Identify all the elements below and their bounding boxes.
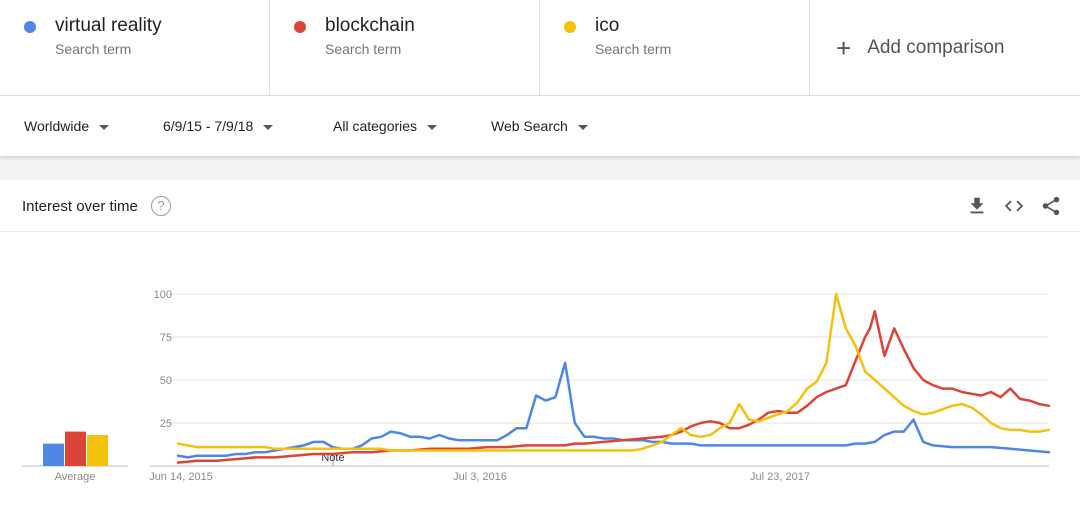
plus-icon: + — [836, 32, 852, 63]
series-line-virtual-reality — [176, 361, 1051, 459]
average-bar — [43, 443, 64, 466]
search-term-subtitle: Search term — [325, 41, 402, 57]
series-line-ico — [176, 292, 1051, 452]
y-tick-label: 50 — [160, 375, 172, 387]
date-range-value: 6/9/15 - 7/9/18 — [163, 118, 254, 134]
chevron-down-icon — [577, 124, 588, 130]
search-term-name: ico — [595, 15, 620, 36]
y-tick-label: 75 — [160, 332, 172, 344]
add-comparison-label: Add comparison — [867, 36, 1005, 58]
search-term-subtitle: Search term — [55, 41, 132, 57]
average-bar — [87, 435, 108, 466]
y-tick-label: 25 — [160, 418, 172, 430]
search-type-dropdown[interactable]: Web Search — [491, 118, 588, 134]
chevron-down-icon — [99, 124, 110, 130]
average-label: Average — [55, 471, 96, 483]
series-color-dot — [564, 21, 576, 33]
category-value: All categories — [333, 118, 418, 134]
x-tick-label: Jul 23, 2017 — [750, 471, 810, 483]
search-terms-bar: virtual reality Search term blockchain S… — [0, 0, 1080, 96]
average-bar — [65, 431, 86, 466]
series-color-dot — [294, 21, 306, 33]
series-line-blockchain — [176, 309, 1051, 464]
search-type-value: Web Search — [491, 118, 568, 134]
x-tick-label: Jul 3, 2016 — [453, 471, 507, 483]
search-term-card-virtual-reality[interactable]: virtual reality Search term — [0, 0, 270, 95]
series-color-dot — [24, 21, 36, 33]
interest-over-time-chart[interactable]: 25 50 75 100 Jun 14, 2015 Jul 3, 2016 Jul 23, … — [0, 233, 1080, 514]
search-term-name: blockchain — [325, 15, 415, 36]
search-term-card-ico[interactable]: ico Search term — [540, 0, 810, 95]
chevron-down-icon — [263, 124, 274, 130]
search-term-name: virtual reality — [55, 15, 162, 36]
card-header: Interest over time ? — [0, 180, 1080, 232]
share-icon[interactable] — [1040, 195, 1062, 217]
card-title: Interest over time — [22, 198, 138, 215]
embed-icon[interactable] — [1003, 195, 1025, 217]
category-dropdown[interactable]: All categories — [333, 118, 438, 134]
filter-bar: Worldwide 6/9/15 - 7/9/18 All categories… — [0, 96, 1080, 156]
chevron-down-icon — [427, 124, 438, 130]
help-icon[interactable]: ? — [151, 196, 171, 216]
search-term-card-blockchain[interactable]: blockchain Search term — [270, 0, 540, 95]
region-value: Worldwide — [24, 118, 90, 134]
y-tick-label: 100 — [154, 289, 172, 301]
interest-over-time-card: Interest over time ? 25 50 75 100 Jun 14, 20… — [0, 180, 1080, 514]
search-term-subtitle: Search term — [595, 41, 672, 57]
region-dropdown[interactable]: Worldwide — [24, 118, 110, 134]
download-icon[interactable] — [966, 195, 988, 217]
x-tick-label: Jun 14, 2015 — [149, 471, 213, 483]
add-comparison-button[interactable]: + Add comparison — [810, 0, 1080, 95]
date-range-dropdown[interactable]: 6/9/15 - 7/9/18 — [163, 118, 274, 134]
